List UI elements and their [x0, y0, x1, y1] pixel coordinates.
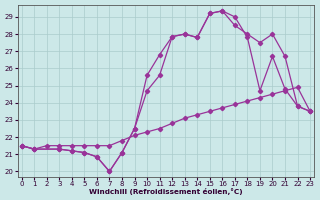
X-axis label: Windchill (Refroidissement éolien,°C): Windchill (Refroidissement éolien,°C) — [89, 188, 243, 195]
